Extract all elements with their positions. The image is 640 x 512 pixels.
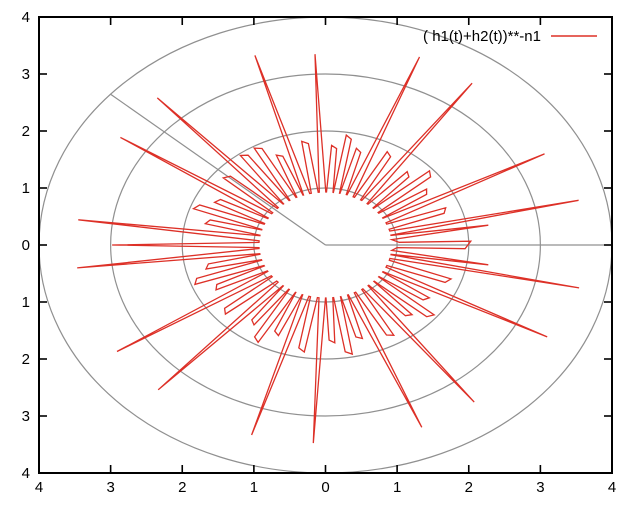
y-tick-label: 4 [22,465,30,482]
y-tick-label: 4 [22,9,30,26]
x-tick-label: 4 [35,479,43,496]
y-tick-label: 2 [22,351,30,368]
data-curve [77,54,580,444]
x-tick-label: 3 [106,479,114,496]
x-tick-label: 4 [608,479,616,496]
x-tick-label: 0 [321,479,329,496]
axis-ticks [38,16,613,474]
x-tick-label: 2 [465,479,473,496]
y-tick-label: 3 [22,66,30,83]
legend-series-label: ( h1(t)+h2(t))**-n1 [423,28,541,45]
y-tick-label: 1 [22,294,30,311]
x-tick-label: 1 [250,479,258,496]
x-tick-label: 2 [178,479,186,496]
y-tick-label: 1 [22,180,30,197]
polar-radial-gridlines [110,93,612,246]
y-axis-tick-labels: 4 3 2 1 0 1 2 3 4 [22,9,30,482]
x-tick-label: 1 [393,479,401,496]
y-tick-label: 3 [22,408,30,425]
y-tick-label: 0 [22,237,30,254]
legend: ( h1(t)+h2(t))**-n1 [423,28,597,45]
x-axis-tick-labels: 4 3 2 1 0 1 2 3 4 [35,479,616,496]
x-tick-label: 3 [536,479,544,496]
y-tick-label: 2 [22,123,30,140]
